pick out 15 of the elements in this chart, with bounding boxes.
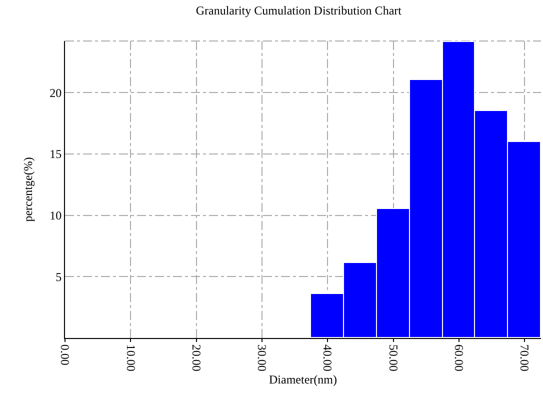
y-tick-label: 15 [50, 147, 62, 162]
x-tick-label: 0.00 [58, 344, 72, 366]
y-tick-label: 20 [50, 86, 62, 100]
x-axis-title: Diameter(nm) [269, 372, 337, 386]
x-tick-label: 10.00 [124, 344, 138, 372]
x-tick-label: 50.00 [386, 344, 400, 372]
y-tick-label: 5 [56, 270, 62, 284]
y-tick-label: 10 [50, 208, 62, 222]
x-tick-label: 60.00 [452, 344, 466, 372]
chart-title: Granularity Cumulation Distribution Chart [196, 4, 402, 18]
y-axis-title: percentge(%) [20, 157, 35, 222]
x-tick-label: 20.00 [189, 344, 204, 372]
x-tick-label: 40.00 [320, 344, 335, 372]
x-tick-label: 70.00 [518, 344, 532, 372]
x-tick-label: 30.00 [255, 344, 270, 372]
